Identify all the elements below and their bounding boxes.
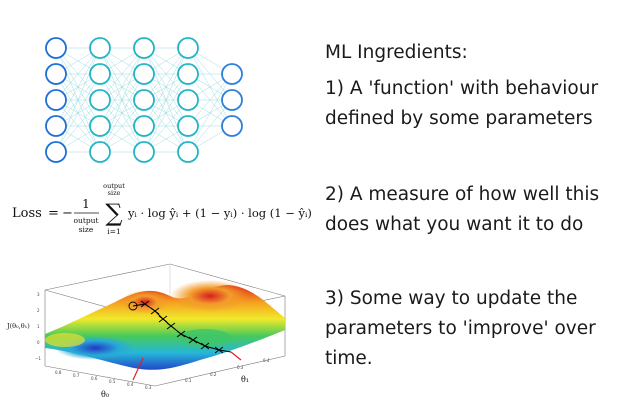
network-edge	[143, 47, 189, 153]
network-node	[45, 141, 67, 163]
network-node	[133, 141, 155, 163]
surface-mesh	[45, 280, 285, 370]
axis-ticks: 3 2 1 0 −1 0.8 0.7 0.6 0.5 0.4 0.3 0.1 0.2 0.3 0.4	[35, 292, 270, 390]
sum-upper-1: output	[103, 182, 125, 190]
network-edge	[143, 47, 189, 101]
z-axis-label: J(θ₀,θ₁)	[6, 322, 30, 330]
network-node	[221, 115, 243, 137]
network-edge	[143, 73, 189, 153]
svg-text:0.5: 0.5	[109, 379, 116, 384]
network-node	[177, 37, 199, 59]
svg-text:0.8: 0.8	[55, 370, 62, 375]
network-node	[45, 115, 67, 137]
network-node	[177, 89, 199, 111]
svg-text:0.4: 0.4	[127, 382, 134, 387]
network-edge	[143, 47, 189, 127]
network-node	[133, 115, 155, 137]
svg-text:0.4: 0.4	[263, 358, 270, 363]
network-node	[45, 63, 67, 85]
sum-lower: i=1	[107, 227, 120, 236]
svg-text:1: 1	[37, 324, 40, 329]
network-edge	[187, 73, 233, 153]
svg-text:0.7: 0.7	[73, 373, 80, 378]
network-edge	[99, 47, 145, 127]
network-edge	[55, 47, 101, 101]
network-edge	[187, 99, 233, 153]
cost-surface-plot: 3 2 1 0 −1 0.8 0.7 0.6 0.5 0.4 0.3 0.1 0.2 0.3 0.4…	[6, 263, 286, 399]
network-edge	[99, 47, 145, 153]
network-node	[177, 63, 199, 85]
network-node	[45, 89, 67, 111]
fraction-numerator: 1	[82, 197, 90, 211]
heading: ML Ingredients:	[325, 42, 468, 63]
svg-text:3: 3	[37, 292, 40, 297]
svg-text:−1: −1	[35, 356, 41, 361]
network-node	[89, 115, 111, 137]
fraction-denominator-bottom: size	[79, 225, 94, 234]
loss-equation: Loss = − 1 output size output size ∑ i=1…	[12, 182, 312, 236]
y-axis-label: θ₁	[241, 375, 249, 384]
plot-axes	[44, 263, 286, 387]
network-node	[177, 115, 199, 137]
svg-text:0.6: 0.6	[91, 376, 98, 381]
svg-text:0: 0	[37, 340, 40, 345]
network-node	[89, 141, 111, 163]
network-edge	[55, 73, 101, 153]
network-edge	[55, 47, 101, 127]
network-node	[45, 37, 67, 59]
network-edge	[99, 73, 145, 153]
svg-text:0.2: 0.2	[210, 372, 217, 377]
network-node	[89, 89, 111, 111]
network-edge	[99, 47, 145, 101]
ingredient-2: 2) A measure of how well this does what …	[325, 184, 600, 235]
svg-text:=: =	[48, 206, 59, 221]
svg-text:2: 2	[37, 308, 40, 313]
network-node	[221, 63, 243, 85]
network-node	[133, 37, 155, 59]
equation-lhs: Loss	[12, 206, 42, 221]
gradient-descent-path	[128, 300, 242, 381]
network-nodes	[45, 37, 243, 163]
x-axis-label: θ₀	[101, 390, 109, 399]
network-node	[89, 37, 111, 59]
svg-text:−: −	[62, 206, 73, 221]
ingredient-3: 3) Some way to update the parameters to …	[325, 288, 596, 369]
svg-text:0.3: 0.3	[237, 365, 244, 370]
network-edge	[99, 99, 145, 153]
network-edge	[55, 47, 101, 153]
network-edge	[143, 99, 189, 153]
neural-network-diagram	[45, 37, 243, 163]
ingredient-1: 1) A 'function' with behaviour defined b…	[325, 78, 599, 129]
svg-text:0.3: 0.3	[145, 385, 152, 390]
svg-text:0.1: 0.1	[185, 378, 192, 383]
network-edge	[187, 73, 233, 127]
network-node	[133, 63, 155, 85]
fraction-denominator-top: output	[73, 216, 98, 225]
network-node	[177, 141, 199, 163]
sigma-symbol: ∑	[105, 199, 122, 227]
equation-body: yᵢ · log ŷᵢ + (1 − yᵢ) · log (1 − ŷᵢ)	[127, 206, 312, 220]
network-node	[89, 63, 111, 85]
sum-upper-2: size	[108, 189, 121, 197]
network-node	[133, 89, 155, 111]
network-edge	[55, 99, 101, 153]
network-node	[221, 89, 243, 111]
